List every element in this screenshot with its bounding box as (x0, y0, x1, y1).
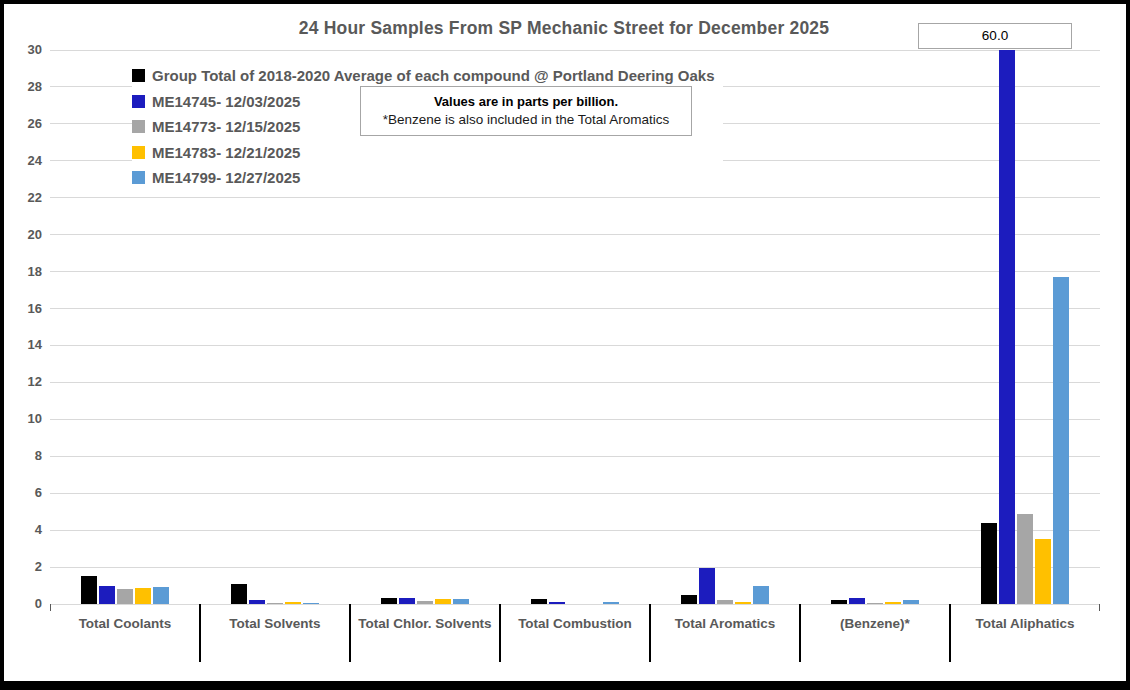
legend-item: ME14783- 12/21/2025 (132, 140, 723, 166)
bar (717, 600, 733, 604)
note-box: Values are in parts per billion. *Benzen… (360, 86, 692, 136)
legend-swatch-icon (132, 171, 145, 184)
legend-swatch-icon (132, 146, 145, 159)
legend-swatch-icon (132, 69, 145, 82)
category-separator (949, 604, 951, 662)
bar (867, 603, 883, 605)
bar (285, 602, 301, 604)
category-label: Total Aliphatics (950, 616, 1100, 631)
y-axis-tick-label: 2 (8, 560, 42, 574)
bar (381, 598, 397, 604)
clipped-bar-value-label: 60.0 (918, 23, 1072, 49)
legend-item: Group Total of 2018-2020 Average of each… (132, 63, 723, 89)
bar (417, 601, 433, 604)
bar (399, 598, 415, 604)
legend-label: ME14799- 12/27/2025 (152, 169, 300, 186)
y-axis-tick-label: 16 (8, 302, 42, 316)
bar (117, 589, 133, 604)
legend-swatch-icon (132, 95, 145, 108)
y-axis-tick-label: 28 (8, 80, 42, 94)
grid-line (50, 493, 1100, 494)
y-axis-tick-label: 22 (8, 191, 42, 205)
bar (267, 603, 283, 605)
bar (435, 599, 451, 604)
y-axis-tick-label: 18 (8, 265, 42, 279)
note-line-1: Values are in parts per billion. (361, 93, 691, 111)
bar (531, 599, 547, 604)
y-axis-tick-label: 12 (8, 375, 42, 389)
category-separator (649, 604, 651, 662)
bar (249, 600, 265, 604)
grid-line (50, 456, 1100, 457)
category-label: Total Aromatics (650, 616, 800, 631)
grid-line (50, 197, 1100, 198)
bar (453, 599, 469, 604)
grid-line (50, 567, 1100, 568)
legend-label: ME14783- 12/21/2025 (152, 144, 300, 161)
legend-item: ME14799- 12/27/2025 (132, 165, 723, 191)
bar (81, 576, 97, 604)
grid-line (50, 419, 1100, 420)
grid-line (50, 345, 1100, 346)
bar (735, 602, 751, 604)
grid-line (50, 308, 1100, 309)
bar (549, 602, 565, 604)
bar (681, 595, 697, 604)
category-separator (499, 604, 501, 662)
grid-line (50, 271, 1100, 272)
bar (1053, 277, 1069, 604)
category-label: (Benzene)* (800, 616, 950, 631)
chart-frame: 24 Hour Samples From SP Mechanic Street … (0, 0, 1130, 690)
y-axis-tick-label: 30 (8, 43, 42, 57)
y-axis-tick-label: 6 (8, 486, 42, 500)
note-line-2: *Benzene is also included in the Total A… (361, 111, 691, 129)
legend-label: ME14745- 12/03/2025 (152, 93, 300, 110)
axis-end-tick (50, 604, 51, 611)
grid-line (50, 382, 1100, 383)
bar (699, 568, 715, 604)
grid-line (50, 604, 1100, 605)
y-axis-tick-label: 4 (8, 523, 42, 537)
bar (885, 602, 901, 604)
legend-label: ME14773- 12/15/2025 (152, 118, 300, 135)
y-axis-tick-label: 0 (8, 597, 42, 611)
bar (303, 603, 319, 605)
bar (831, 600, 847, 604)
legend-label: Group Total of 2018-2020 Average of each… (152, 67, 715, 84)
y-axis-tick-label: 26 (8, 117, 42, 131)
axis-end-tick (1099, 604, 1100, 611)
bar (903, 600, 919, 604)
category-label: Total Solvents (200, 616, 350, 631)
category-separator (349, 604, 351, 662)
bar (231, 584, 247, 604)
bar (981, 523, 997, 604)
legend-swatch-icon (132, 120, 145, 133)
grid-line (50, 50, 1100, 51)
y-axis-tick-label: 10 (8, 412, 42, 426)
y-axis-tick-label: 8 (8, 449, 42, 463)
category-label: Total Chlor. Solvents (350, 616, 500, 631)
grid-line (50, 530, 1100, 531)
bar (753, 586, 769, 604)
bar (999, 50, 1015, 604)
bar (603, 602, 619, 604)
bar (99, 586, 115, 604)
y-axis-tick-label: 20 (8, 228, 42, 242)
bar (153, 587, 169, 604)
category-label: Total Combustion (500, 616, 650, 631)
grid-line (50, 234, 1100, 235)
category-separator (799, 604, 801, 662)
y-axis-tick-label: 14 (8, 338, 42, 352)
bar (135, 588, 151, 604)
category-separator (199, 604, 201, 662)
category-label: Total Coolants (50, 616, 200, 631)
bar (849, 598, 865, 604)
bar (1017, 514, 1033, 604)
bar (1035, 539, 1051, 604)
y-axis-tick-label: 24 (8, 154, 42, 168)
